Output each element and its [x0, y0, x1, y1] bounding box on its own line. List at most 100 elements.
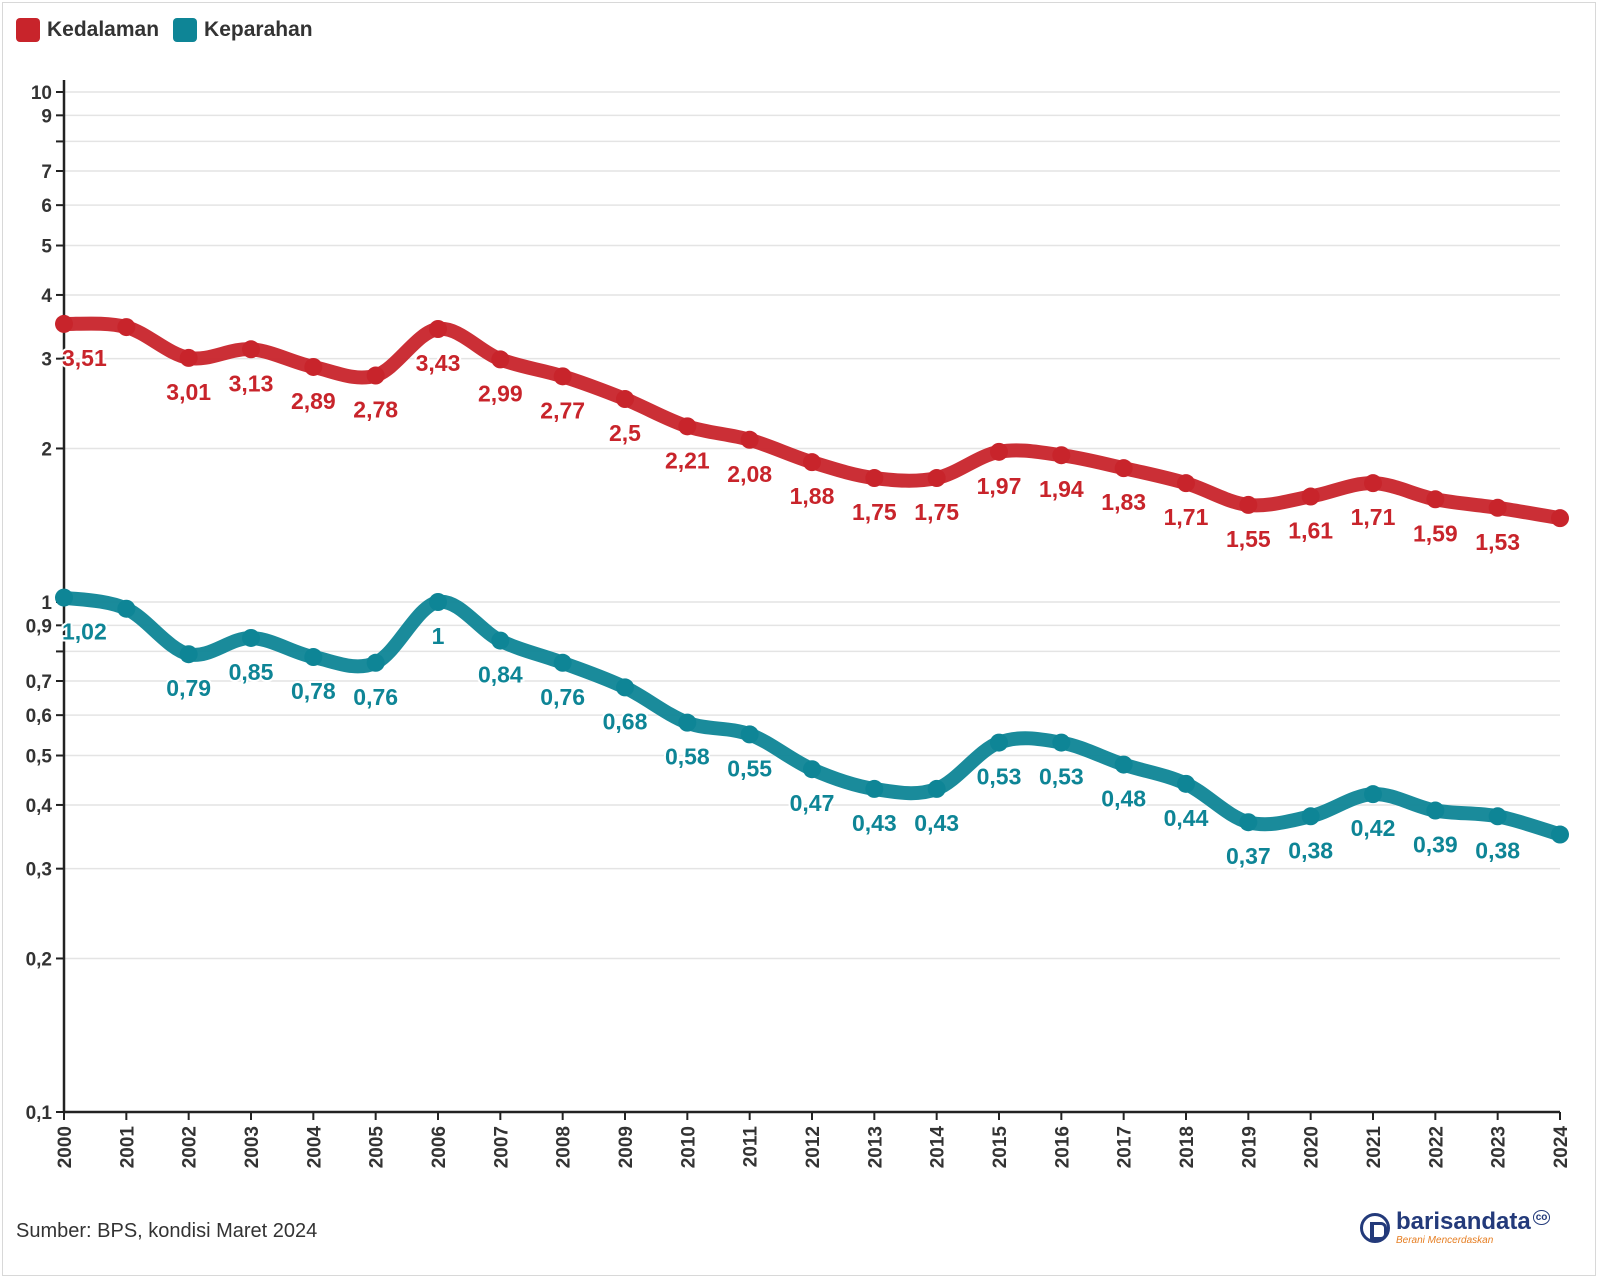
- y-tick-label: 7: [41, 162, 52, 183]
- data-label-keparahan: 0,42: [1351, 815, 1396, 841]
- data-point-keparahan: [491, 631, 510, 650]
- data-point-keparahan: [179, 645, 198, 664]
- data-point-keparahan: [242, 628, 260, 647]
- y-tick-label: 10: [31, 83, 52, 104]
- data-point-kedalaman: [616, 390, 634, 409]
- y-tick-label: 2: [41, 439, 52, 460]
- x-tick-label: 2017: [1115, 1126, 1136, 1168]
- data-label-kedalaman: 2,78: [353, 397, 398, 423]
- x-tick-label: 2013: [865, 1126, 886, 1168]
- data-label-keparahan: 0,55: [727, 755, 772, 781]
- y-tick-label: 4: [41, 286, 52, 307]
- data-label-keparahan: 0,39: [1413, 832, 1458, 858]
- data-point-kedalaman: [553, 367, 572, 386]
- data-label-keparahan: 0,78: [291, 678, 336, 704]
- data-point-kedalaman: [491, 350, 510, 369]
- data-point-keparahan: [1239, 813, 1258, 832]
- x-tick-label: 2005: [367, 1126, 388, 1169]
- data-point-kedalaman: [865, 469, 884, 488]
- data-label-kedalaman: 2,21: [665, 447, 710, 473]
- x-tick-label: 2006: [429, 1126, 450, 1168]
- legend-item-keparahan[interactable]: Keparahan: [173, 18, 313, 42]
- x-tick-label: 2004: [304, 1126, 325, 1169]
- data-point-keparahan: [1114, 755, 1133, 774]
- data-label-keparahan: 0,53: [1039, 764, 1084, 790]
- x-tick-label: 2007: [491, 1126, 512, 1168]
- x-tick-label: 2001: [117, 1126, 138, 1169]
- y-tick-label: 0,9: [26, 616, 52, 637]
- data-label-kedalaman: 1,61: [1288, 518, 1333, 544]
- y-tick-label: 9: [41, 106, 52, 127]
- data-point-keparahan: [553, 653, 572, 672]
- data-point-keparahan: [55, 588, 73, 607]
- data-point-kedalaman: [55, 314, 73, 333]
- data-point-keparahan: [1052, 733, 1071, 752]
- data-label-kedalaman: 2,89: [291, 388, 336, 414]
- y-tick-label: 0,4: [26, 796, 53, 817]
- y-tick-label: 0,5: [26, 747, 53, 768]
- data-point-keparahan: [678, 713, 697, 732]
- data-label-kedalaman: 1,59: [1413, 520, 1458, 546]
- data-point-kedalaman: [1239, 495, 1258, 514]
- data-label-kedalaman: 3,43: [416, 350, 461, 376]
- data-point-keparahan: [616, 678, 634, 697]
- data-point-keparahan: [740, 725, 759, 744]
- data-point-kedalaman: [678, 417, 697, 436]
- x-tick-label: 2000: [55, 1126, 76, 1168]
- data-label-kedalaman: 1,55: [1226, 526, 1271, 552]
- data-label-kedalaman: 1,75: [852, 499, 897, 525]
- data-label-keparahan: 0,85: [229, 659, 274, 685]
- data-label-kedalaman: 1,97: [977, 473, 1022, 499]
- y-tick-label: 0,1: [26, 1103, 53, 1124]
- y-tick-label: 0,6: [26, 706, 52, 727]
- data-point-kedalaman: [927, 469, 946, 488]
- data-point-keparahan: [304, 648, 323, 667]
- data-label-kedalaman: 2,99: [478, 380, 523, 406]
- y-tick-label: 3: [41, 350, 52, 371]
- data-point-keparahan: [429, 593, 447, 611]
- brand-name: barisandata co: [1396, 1210, 1551, 1234]
- x-tick-label: 2024: [1551, 1126, 1572, 1169]
- data-label-keparahan: 1,02: [62, 619, 107, 645]
- data-point-keparahan: [1301, 807, 1320, 826]
- x-tick-label: 2003: [242, 1126, 263, 1168]
- data-point-keparahan: [927, 779, 946, 798]
- brand-icon: [1360, 1213, 1390, 1243]
- x-tick-label: 2011: [741, 1126, 762, 1168]
- source-note: Sumber: BPS, kondisi Maret 2024: [16, 1220, 318, 1242]
- y-tick-label: 0,3: [26, 860, 52, 881]
- x-tick-label: 2010: [678, 1126, 699, 1168]
- x-tick-label: 2014: [928, 1126, 949, 1169]
- legend-item-kedalaman[interactable]: Kedalaman: [16, 18, 159, 42]
- x-tick-label: 2022: [1426, 1126, 1447, 1168]
- data-point-keparahan: [1551, 825, 1569, 844]
- data-label-kedalaman: 3,51: [62, 345, 107, 371]
- x-tick-label: 2023: [1489, 1126, 1510, 1168]
- data-point-keparahan: [1364, 785, 1382, 804]
- data-label-keparahan: 0,53: [977, 764, 1022, 790]
- data-point-kedalaman: [990, 442, 1008, 461]
- data-label-kedalaman: 1,53: [1475, 529, 1520, 555]
- data-point-keparahan: [865, 779, 884, 798]
- data-label-kedalaman: 2,77: [540, 397, 585, 423]
- data-point-keparahan: [366, 653, 385, 672]
- data-label-kedalaman: 1,71: [1164, 504, 1209, 530]
- data-label-keparahan: 0,43: [914, 810, 959, 836]
- x-tick-label: 2018: [1177, 1126, 1198, 1168]
- data-label-keparahan: 0,48: [1101, 786, 1146, 812]
- x-tick-label: 2015: [990, 1126, 1011, 1169]
- data-point-kedalaman: [242, 340, 260, 359]
- data-label-keparahan: 0,76: [540, 684, 585, 710]
- data-label-kedalaman: 1,88: [790, 483, 835, 509]
- data-point-keparahan: [990, 733, 1008, 752]
- data-label-keparahan: 0,58: [665, 744, 710, 770]
- data-point-kedalaman: [179, 348, 198, 367]
- data-point-kedalaman: [117, 318, 136, 337]
- data-label-kedalaman: 3,01: [166, 379, 211, 405]
- data-label-kedalaman: 1,75: [914, 499, 959, 525]
- y-tick-label: 0,7: [26, 672, 52, 693]
- data-label-kedalaman: 1,94: [1039, 476, 1084, 502]
- brand-logo[interactable]: barisandata co Berani Mencerdaskan: [1360, 1210, 1551, 1246]
